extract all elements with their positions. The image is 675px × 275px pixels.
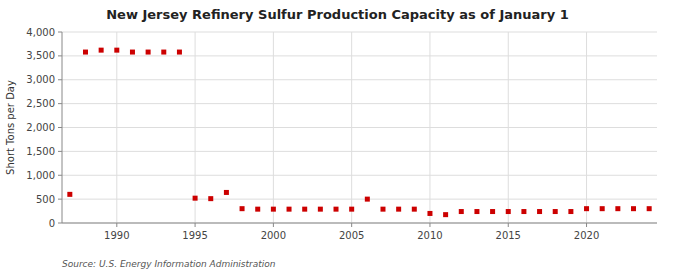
y-grid-line bbox=[62, 127, 657, 128]
y-grid-line bbox=[62, 199, 657, 200]
point bbox=[224, 190, 229, 195]
y-tick bbox=[58, 175, 62, 176]
y-tick-label: 0 bbox=[49, 218, 55, 229]
point bbox=[412, 207, 417, 212]
point bbox=[427, 211, 432, 216]
x-tick bbox=[508, 223, 509, 227]
x-tick-label: 1995 bbox=[182, 230, 207, 241]
y-tick-label: 500 bbox=[36, 194, 55, 205]
point bbox=[240, 206, 245, 211]
point bbox=[130, 50, 135, 55]
y-tick-label: 4,000 bbox=[26, 27, 55, 38]
y-tick bbox=[58, 127, 62, 128]
point bbox=[396, 207, 401, 212]
y-grid-line bbox=[62, 55, 657, 56]
point bbox=[365, 197, 370, 202]
point bbox=[114, 48, 119, 53]
y-tick-label: 1,000 bbox=[26, 170, 55, 181]
x-grid-line bbox=[586, 32, 587, 223]
x-grid-line bbox=[508, 32, 509, 223]
x-tick bbox=[351, 223, 352, 227]
point bbox=[521, 209, 526, 214]
y-tick-label: 3,500 bbox=[26, 50, 55, 61]
y-tick bbox=[58, 103, 62, 104]
y-axis-label: Short Tons per Day bbox=[5, 80, 16, 175]
point bbox=[568, 209, 573, 214]
point bbox=[474, 209, 479, 214]
point bbox=[506, 209, 511, 214]
y-tick bbox=[58, 79, 62, 80]
grid bbox=[62, 32, 657, 223]
chart-svg: 0 500 1,000 1,500 2,000 2,500 3,000 3,500 4,000 1… bbox=[0, 0, 675, 275]
title: New Jersey Refinery Sulfur Production Ca… bbox=[106, 7, 569, 22]
point bbox=[600, 206, 605, 211]
point bbox=[334, 207, 339, 212]
x-grid-line bbox=[195, 32, 196, 223]
x-grid-line bbox=[429, 32, 430, 223]
point bbox=[318, 207, 323, 212]
point bbox=[553, 209, 558, 214]
point bbox=[67, 192, 72, 197]
y-tick-label: 3,000 bbox=[26, 74, 55, 85]
x-tick-label: 2010 bbox=[417, 230, 442, 241]
y-grid-line bbox=[62, 175, 657, 176]
page: {"chart_data": { "type": "scatter", "tit… bbox=[0, 0, 675, 275]
y-grid-line bbox=[62, 103, 657, 104]
source-note: Source: U.S. Energy Information Administ… bbox=[62, 259, 276, 269]
point bbox=[177, 50, 182, 55]
x-tick-label: 2020 bbox=[574, 230, 599, 241]
x-grid-line bbox=[273, 32, 274, 223]
points bbox=[67, 48, 651, 217]
y-tick bbox=[58, 199, 62, 200]
y-tick bbox=[58, 55, 62, 56]
point bbox=[443, 212, 448, 217]
point bbox=[631, 206, 636, 211]
y-tick bbox=[58, 151, 62, 152]
y-grid-line bbox=[62, 79, 657, 80]
point bbox=[99, 48, 104, 53]
point bbox=[208, 196, 213, 201]
point bbox=[161, 50, 166, 55]
point bbox=[615, 206, 620, 211]
point bbox=[349, 207, 354, 212]
y-grid-line bbox=[62, 32, 657, 33]
point bbox=[193, 196, 198, 201]
x-tick-label: 2000 bbox=[261, 230, 286, 241]
point bbox=[459, 209, 464, 214]
x-axis-line bbox=[62, 223, 657, 224]
point bbox=[647, 206, 652, 211]
point bbox=[490, 209, 495, 214]
point bbox=[380, 207, 385, 212]
point bbox=[287, 207, 292, 212]
y-tick bbox=[58, 32, 62, 33]
x-tick-label: 2015 bbox=[496, 230, 521, 241]
y-tick-label: 1,500 bbox=[26, 146, 55, 157]
y-tick-label: 2,000 bbox=[26, 122, 55, 133]
chart-container: 0 500 1,000 1,500 2,000 2,500 3,000 3,500 4,000 1… bbox=[0, 0, 675, 275]
point bbox=[271, 207, 276, 212]
x-tick bbox=[273, 223, 274, 227]
point bbox=[584, 206, 589, 211]
point bbox=[83, 50, 88, 55]
y-tick bbox=[58, 223, 62, 224]
x-grid-line bbox=[351, 32, 352, 223]
x-tick-label: 1990 bbox=[104, 230, 129, 241]
point bbox=[255, 207, 260, 212]
y-tick-label: 2,500 bbox=[26, 98, 55, 109]
y-grid-line bbox=[62, 223, 657, 224]
y-grid-line bbox=[62, 151, 657, 152]
x-tick bbox=[429, 223, 430, 227]
y-axis-line bbox=[62, 32, 63, 223]
point bbox=[537, 209, 542, 214]
x-grid-line bbox=[116, 32, 117, 223]
axes: 0 500 1,000 1,500 2,000 2,500 3,000 3,500 4,000 1… bbox=[26, 27, 657, 242]
point bbox=[146, 50, 151, 55]
point bbox=[302, 207, 307, 212]
x-tick-label: 2005 bbox=[339, 230, 364, 241]
x-tick bbox=[586, 223, 587, 227]
x-tick bbox=[116, 223, 117, 227]
x-tick bbox=[195, 223, 196, 227]
